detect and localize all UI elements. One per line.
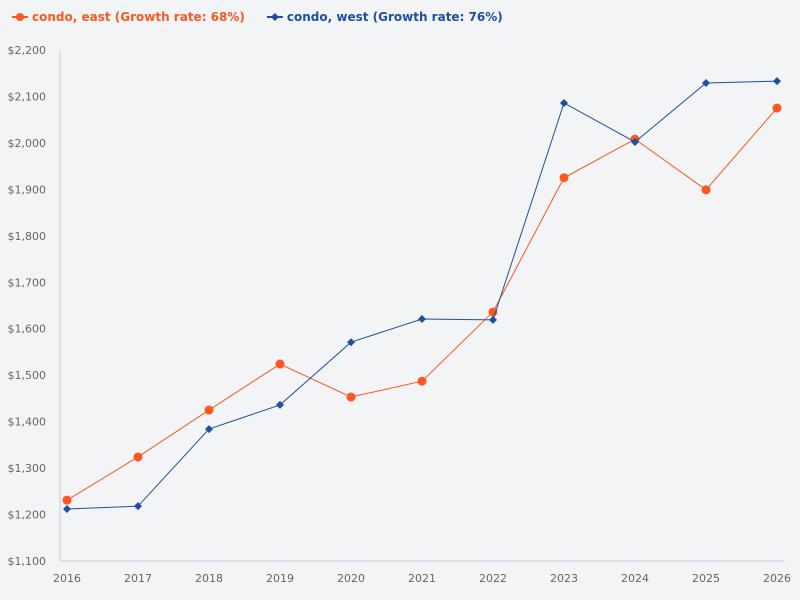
legend-label: condo, west (Growth rate: 76%) <box>287 10 503 24</box>
y-tick-label: $1,200 <box>8 509 47 522</box>
data-point <box>134 502 142 511</box>
data-point <box>559 173 569 183</box>
y-tick-label: $1,100 <box>8 555 47 568</box>
data-point <box>204 405 214 415</box>
y-tick-label: $2,000 <box>8 137 47 150</box>
series-line <box>66 80 778 510</box>
y-tick-label: $2,200 <box>8 44 47 57</box>
legend: condo, east (Growth rate: 68%) condo, wes… <box>12 10 503 24</box>
y-tick-label: $1,500 <box>8 369 47 382</box>
y-tick-label: $1,400 <box>8 416 47 429</box>
data-point <box>275 359 285 369</box>
data-point <box>701 185 711 195</box>
axes: $1,100 $1,200 $1,300 $1,400 $1,500 $1,600 $1,7… <box>8 44 792 585</box>
series-east <box>62 103 782 505</box>
x-tick-label: 2018 <box>195 572 223 585</box>
x-tick-label: 2017 <box>124 572 152 585</box>
y-tick-label: $2,100 <box>8 90 47 103</box>
data-point <box>347 338 355 347</box>
series-west <box>63 77 781 513</box>
x-tick-label: 2021 <box>408 572 436 585</box>
data-point <box>489 315 497 324</box>
legend-item: condo, west (Growth rate: 76%) <box>266 10 503 24</box>
plot-area <box>62 77 782 513</box>
series-line <box>66 107 778 501</box>
legend-label: condo, east (Growth rate: 68%) <box>32 10 245 24</box>
y-tick-label: $1,300 <box>8 462 47 475</box>
x-tick-label: 2019 <box>266 572 294 585</box>
data-point <box>773 77 781 86</box>
x-tick-label: 2026 <box>763 572 791 585</box>
data-point <box>133 452 143 462</box>
x-tick-label: 2024 <box>621 572 649 585</box>
data-point <box>63 504 71 513</box>
y-tick-label: $1,600 <box>8 323 47 336</box>
y-tick-label: $1,700 <box>8 276 47 289</box>
x-tick-label: 2025 <box>692 572 720 585</box>
legend-marker-circle <box>16 13 24 21</box>
data-point <box>702 78 710 87</box>
data-point <box>560 98 568 107</box>
data-point <box>346 392 356 402</box>
y-tick-label: $1,800 <box>8 230 47 243</box>
data-point <box>276 400 284 409</box>
data-point <box>418 314 426 323</box>
data-point <box>772 103 782 113</box>
data-point <box>205 425 213 434</box>
x-tick-label: 2016 <box>53 572 81 585</box>
x-tick-label: 2022 <box>479 572 507 585</box>
x-tick-label: 2020 <box>337 572 365 585</box>
data-point <box>417 376 427 386</box>
x-tick-label: 2023 <box>550 572 578 585</box>
legend-item: condo, east (Growth rate: 68%) <box>12 10 245 24</box>
data-point <box>62 495 72 505</box>
data-point <box>631 137 639 146</box>
y-tick-label: $1,900 <box>8 183 47 196</box>
legend-marker-diamond <box>270 13 279 21</box>
